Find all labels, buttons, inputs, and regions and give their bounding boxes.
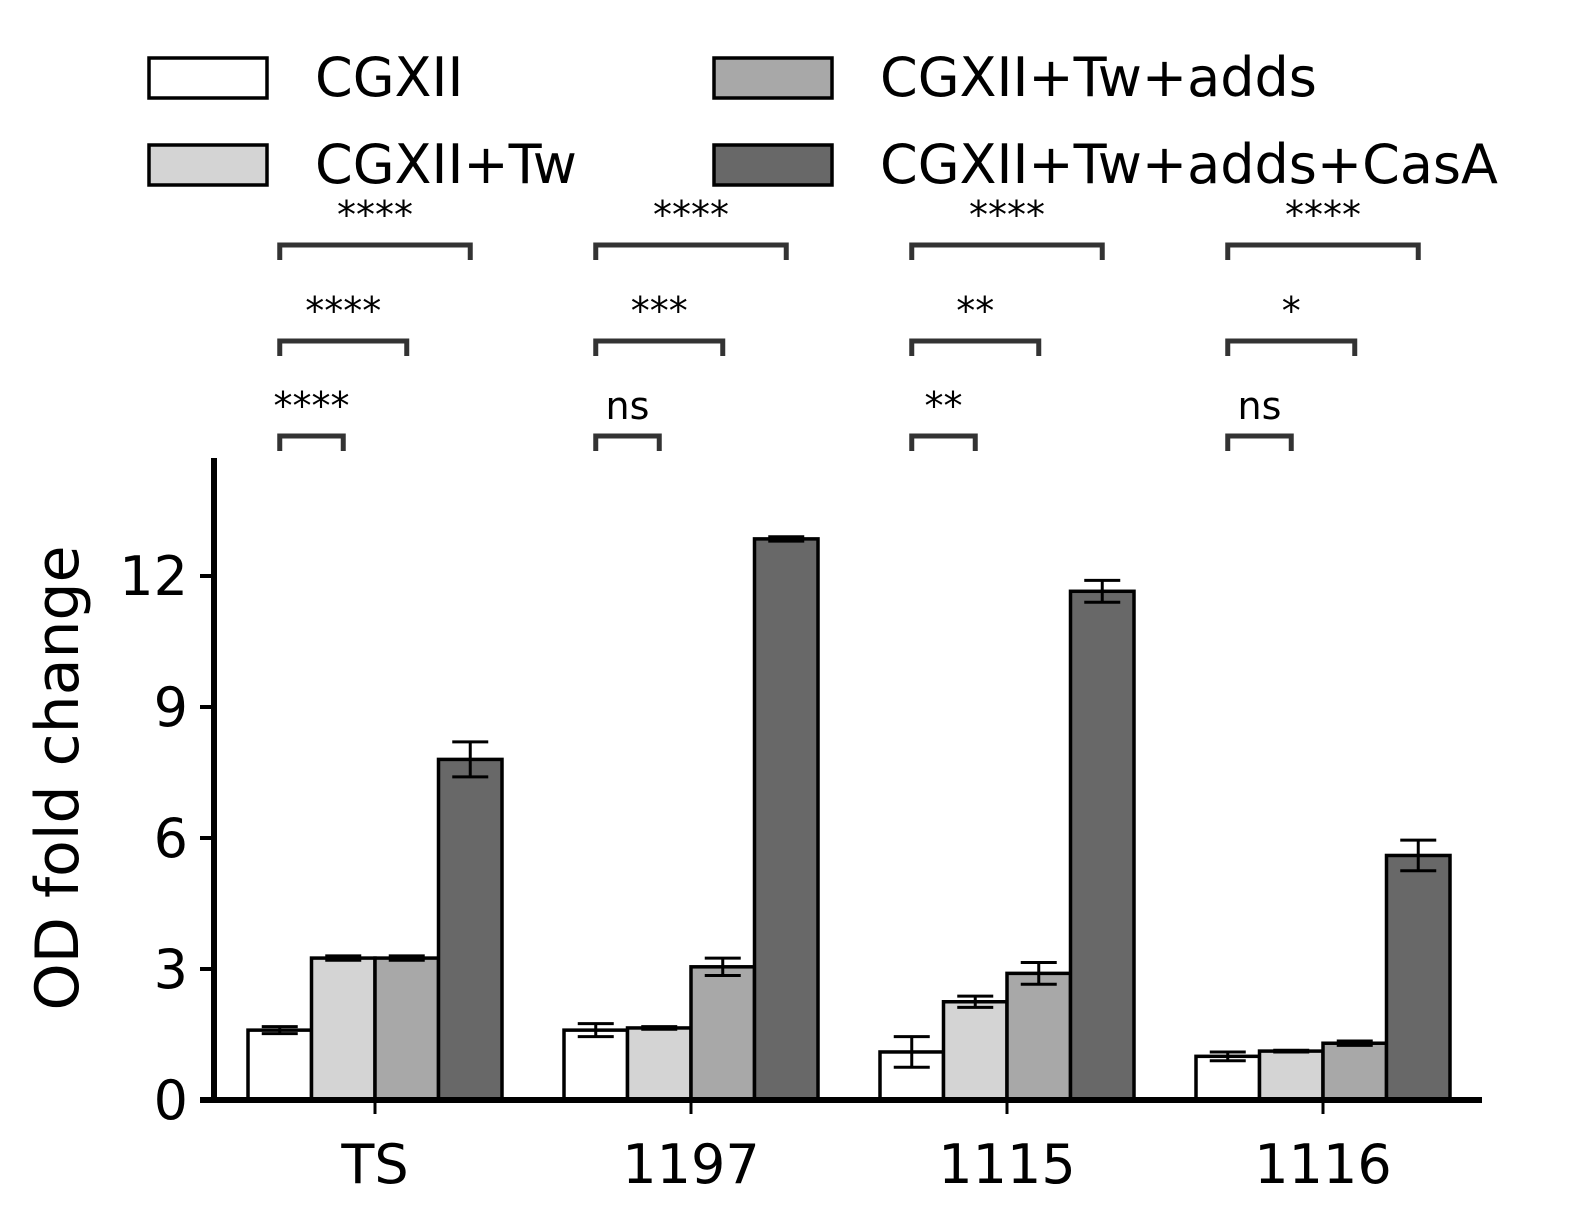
legend-swatch — [712, 143, 834, 187]
significance-bracket — [909, 242, 1105, 260]
significance-bracket — [593, 242, 789, 260]
bar — [309, 956, 377, 1102]
significance-label: ns — [606, 384, 650, 428]
significance-bracket — [593, 433, 662, 451]
x-tick-label: 1116 — [1254, 1133, 1391, 1196]
bar — [752, 537, 820, 1102]
significance-label: **** — [337, 193, 413, 237]
significance-label: **** — [305, 289, 381, 333]
bar — [689, 965, 757, 1102]
bar — [1257, 1049, 1325, 1102]
bar — [941, 1000, 1009, 1102]
significance-bracket — [277, 433, 346, 451]
bar — [1005, 971, 1073, 1102]
legend: CGXII CGXII+Tw CGXII+Tw+adds CGXII+Tw+adds+… — [147, 46, 1498, 196]
legend-swatch — [147, 56, 269, 100]
legend-label: CGXII+Tw — [315, 133, 577, 196]
significance-label: ns — [1238, 384, 1282, 428]
bar — [373, 956, 441, 1102]
y-ticks: 0 3 6 9 12 — [119, 545, 214, 1132]
y-tick-label: 9 — [154, 676, 188, 739]
significance-bracket — [277, 242, 473, 260]
significance-label: **** — [274, 384, 350, 428]
legend-swatch — [147, 143, 269, 187]
x-tick-label: 1115 — [938, 1133, 1075, 1196]
x-tick-label: TS — [340, 1133, 408, 1196]
y-tick-label: 3 — [154, 938, 188, 1001]
significance-bracket — [277, 338, 410, 356]
significance-bracket — [1225, 433, 1294, 451]
significance-bracket — [593, 338, 726, 356]
x-ticks: TS 1197 1115 1116 — [340, 1100, 1392, 1196]
significance-label: *** — [631, 289, 688, 333]
bar — [1194, 1054, 1262, 1102]
significance-label: **** — [1285, 193, 1361, 237]
axes — [200, 458, 1482, 1103]
legend-label: CGXII+Tw+adds+CasA — [880, 133, 1498, 196]
significance-bracket — [1225, 242, 1421, 260]
bars — [246, 537, 1452, 1102]
significance-label: ** — [925, 384, 963, 428]
significance-bracket — [1225, 338, 1358, 356]
legend-label: CGXII+Tw+adds — [880, 46, 1317, 109]
legend-swatch — [712, 56, 834, 100]
bar — [1321, 1041, 1389, 1102]
bar — [436, 757, 504, 1102]
error-bars — [261, 535, 1437, 1069]
bar — [1068, 589, 1136, 1102]
legend-label: CGXII — [315, 46, 463, 109]
bar — [625, 1026, 693, 1102]
significance-label: **** — [653, 193, 729, 237]
y-tick-label: 0 — [154, 1069, 188, 1132]
bar — [246, 1028, 314, 1102]
y-tick-label: 12 — [119, 545, 188, 608]
bar — [1384, 853, 1452, 1102]
significance-label: * — [1282, 289, 1301, 333]
significance-label: ** — [956, 289, 994, 333]
y-tick-label: 6 — [154, 807, 188, 870]
bar — [562, 1028, 630, 1102]
significance-bracket — [909, 433, 978, 451]
significance-brackets: ************ns***************ns***** — [274, 193, 1421, 451]
y-axis-label: OD fold change — [23, 546, 93, 1011]
x-tick-label: 1197 — [622, 1133, 759, 1196]
significance-bracket — [909, 338, 1042, 356]
significance-label: **** — [969, 193, 1045, 237]
